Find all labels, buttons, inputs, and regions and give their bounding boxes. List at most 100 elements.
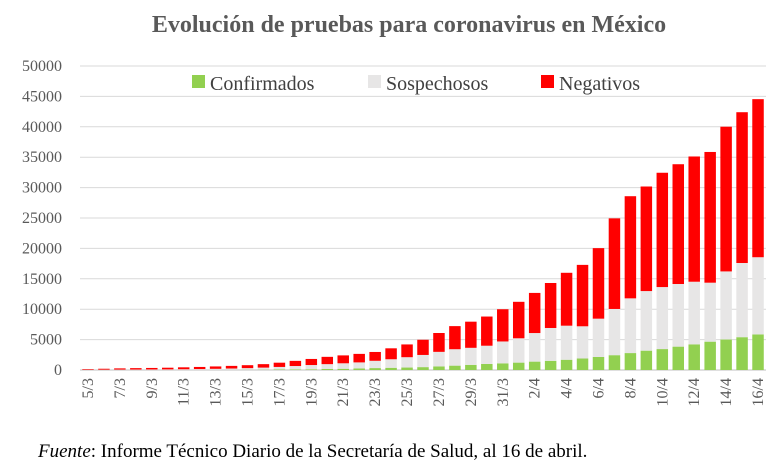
bar-confirmados-24-3 [385,367,397,370]
x-axis: 5/3 7/3 9/3 11/3 13/3 15/3 17/3 19/3 21/3 23/3 25/… [80,378,767,406]
bar-sospechosos-11-4 [672,284,684,347]
bar-negativos-21-3 [337,355,349,364]
bar-negativos-18-3 [289,360,302,367]
bar-negativos-26-3 [417,339,429,355]
bar-confirmados-21-3 [337,368,349,370]
x-tick-label: 19/3 [303,378,320,406]
bar-sospechosos-11-3 [177,369,190,370]
bar-confirmados-25-3 [401,367,413,370]
bar-sospechosos-31-3 [497,341,509,364]
x-tick-label: 29/3 [463,378,480,406]
bar-confirmados-15-4 [736,337,748,370]
bar-confirmados-29-3 [465,364,477,370]
bar-sospechosos-30-3 [481,345,493,364]
x-tick-label: 25/3 [399,378,416,406]
bar-confirmados-5-4 [576,358,589,370]
bar-negativos-24-3 [385,348,397,360]
bar-sospechosos-12-4 [688,281,700,345]
bar-confirmados-7-4 [608,355,621,370]
y-tick-label: 25000 [22,210,62,227]
bar-negativos-29-3 [465,321,477,348]
y-tick-label: 40000 [22,119,62,136]
x-tick-label: 8/4 [622,378,639,398]
bar-negativos-14-3 [225,365,238,369]
y-tick-label: 50000 [22,58,62,75]
y-tick-label: 15000 [22,271,62,288]
bar-negativos-5-4 [576,264,589,327]
bar-confirmados-31-3 [497,363,509,370]
bar-sospechosos-19-3 [305,365,318,370]
bar-sospechosos-13-3 [209,368,222,370]
bar-negativos-13-4 [704,151,716,283]
bar-negativos-1-4 [512,301,525,339]
bar-negativos-28-3 [449,326,461,350]
bar-sospechosos-23-3 [369,360,381,369]
bar-negativos-15-4 [736,112,748,263]
bar-confirmados-28-3 [449,365,461,370]
bar-confirmados-13-4 [704,341,716,370]
bar-negativos-19-3 [305,358,318,366]
x-tick-label: 4/4 [559,378,576,398]
bar-confirmados-14-4 [720,339,732,370]
bar-sospechosos-14-4 [720,271,732,340]
bar-sospechosos-10-3 [162,369,174,370]
bar-sospechosos-2-4 [528,333,541,362]
x-tick-label: 23/3 [367,378,384,406]
bar-negativos-12-4 [688,156,700,282]
source-label: Fuente [38,441,91,462]
bar-negativos-2-4 [528,292,541,334]
x-tick-label: 15/3 [240,378,257,406]
bar-negativos-9-3 [146,367,158,370]
y-tick-label: 5000 [30,332,62,349]
x-tick-label: 14/4 [718,378,735,406]
bar-sospechosos-8-4 [624,298,637,354]
legend-label-confirmados: Confirmados [210,73,315,95]
bar-confirmados-11-4 [672,346,684,370]
bar-sospechosos-26-3 [417,354,429,368]
bar-confirmados-3-4 [544,360,557,370]
bar-negativos-10-3 [162,367,174,370]
bar-negativos-8-3 [130,368,142,370]
legend-swatch-confirmados [192,75,205,88]
bar-sospechosos-3-4 [544,327,557,361]
bar-confirmados-19-3 [305,369,318,370]
x-tick-label: 6/4 [590,378,607,398]
bar-confirmados-27-3 [433,366,445,370]
bar-sospechosos-16-4 [752,257,764,335]
legend: Confirmados Sospechosos Negativos [192,73,640,95]
bar-sospechosos-25-3 [401,357,413,368]
bar-sospechosos-27-3 [433,351,445,367]
x-tick-label: 13/3 [208,378,225,406]
x-tick-label: 17/3 [271,378,288,406]
bar-sospechosos-14-3 [225,368,238,370]
bar-sospechosos-29-3 [465,347,477,365]
bar-sospechosos-24-3 [385,359,397,368]
bar-negativos-6-4 [592,248,605,319]
bar-negativos-11-3 [177,367,190,370]
bar-sospechosos-4-4 [560,325,573,360]
x-tick-label: 16/4 [750,378,767,406]
bar-sospechosos-5-4 [576,326,589,359]
y-tick-label: 35000 [22,149,62,166]
bar-negativos-8-4 [624,196,637,299]
bar-negativos-14-4 [720,126,732,272]
chart-title: Evolución de pruebas para coronavirus en… [152,12,666,38]
y-tick-label: 0 [54,362,62,379]
bar-sospechosos-17-3 [273,366,286,370]
bar-sospechosos-9-4 [640,291,653,351]
bar-sospechosos-7-4 [608,308,621,356]
bar-negativos-16-4 [752,99,764,258]
bar-confirmados-22-3 [353,368,365,370]
bar-negativos-12-3 [193,366,206,370]
bar-sospechosos-10-4 [656,287,669,350]
bar-negativos-30-3 [481,316,493,346]
bar-sospechosos-21-3 [337,363,349,369]
bar-negativos-10-4 [656,172,669,288]
bar-sospechosos-28-3 [449,349,461,366]
x-tick-label: 5/3 [80,378,97,398]
bar-sospechosos-22-3 [353,362,365,369]
bar-sospechosos-15-4 [736,262,748,338]
bar-negativos-27-3 [433,333,445,352]
bar-negativos-16-3 [257,364,270,368]
